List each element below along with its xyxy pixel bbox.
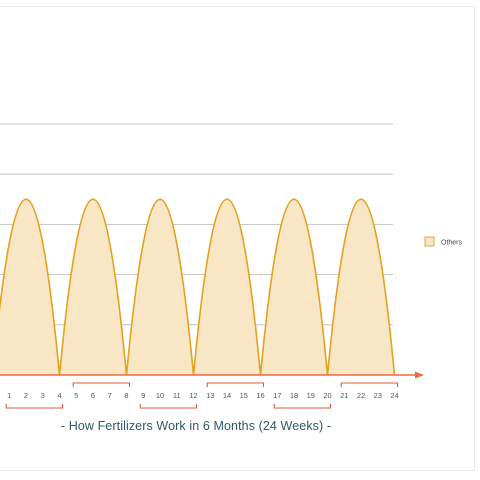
area-line-cycle-2 <box>58 198 128 376</box>
area-line-cycle-5 <box>259 198 329 376</box>
group-bracket-2 <box>72 382 131 387</box>
area-line-cycle-6 <box>326 198 396 376</box>
x-tick-label-20: 20 <box>323 391 331 400</box>
chart-caption: - How Fertilizers Work in 6 Months (24 W… <box>60 419 332 433</box>
group-bracket-3 <box>139 404 198 409</box>
week-group-brackets <box>5 382 399 409</box>
x-tick-labels: 1 2 3 4 5 6 7 8 9 10 11 12 13 14 15 16 17 18 19 20 21 22 23 24 <box>7 391 399 400</box>
group-bracket-6 <box>340 382 399 387</box>
x-tick-label-16: 16 <box>256 391 264 400</box>
area-line-cycle-4 <box>192 198 262 376</box>
legend-swatch-1 <box>424 236 435 247</box>
x-tick-label-9: 9 <box>141 391 145 400</box>
legend-label-1: Others <box>441 240 463 247</box>
x-tick-label-21: 21 <box>340 391 348 400</box>
x-tick-label-24: 24 <box>390 391 398 400</box>
area-series <box>0 198 396 376</box>
x-tick-label-8: 8 <box>124 391 128 400</box>
x-tick-label-4: 4 <box>57 391 61 400</box>
legend: Others <box>424 236 463 247</box>
x-tick-label-2: 2 <box>24 391 28 400</box>
x-tick-label-6: 6 <box>91 391 95 400</box>
x-tick-label-14: 14 <box>223 391 231 400</box>
area-fill-cycle-1 <box>0 199 60 375</box>
area-line-cycle-3 <box>125 198 195 376</box>
x-axis-arrow-icon <box>415 371 424 379</box>
x-tick-label-22: 22 <box>357 391 365 400</box>
x-tick-label-7: 7 <box>108 391 112 400</box>
x-tick-label-10: 10 <box>156 391 164 400</box>
group-bracket-1 <box>5 404 64 409</box>
x-tick-label-13: 13 <box>206 391 214 400</box>
grid-lines <box>0 123 393 326</box>
x-tick-label-1: 1 <box>7 391 11 400</box>
x-tick-label-23: 23 <box>374 391 382 400</box>
x-tick-label-19: 19 <box>307 391 315 400</box>
x-tick-label-5: 5 <box>74 391 78 400</box>
x-tick-label-12: 12 <box>189 391 197 400</box>
x-tick-label-11: 11 <box>173 391 181 400</box>
area-line-cycle-1 <box>0 198 61 376</box>
x-tick-label-15: 15 <box>240 391 248 400</box>
group-bracket-5 <box>273 404 332 409</box>
group-bracket-4 <box>206 382 265 387</box>
x-axis <box>0 371 424 379</box>
x-tick-label-18: 18 <box>290 391 298 400</box>
x-tick-label-3: 3 <box>41 391 45 400</box>
x-tick-label-17: 17 <box>273 391 281 400</box>
